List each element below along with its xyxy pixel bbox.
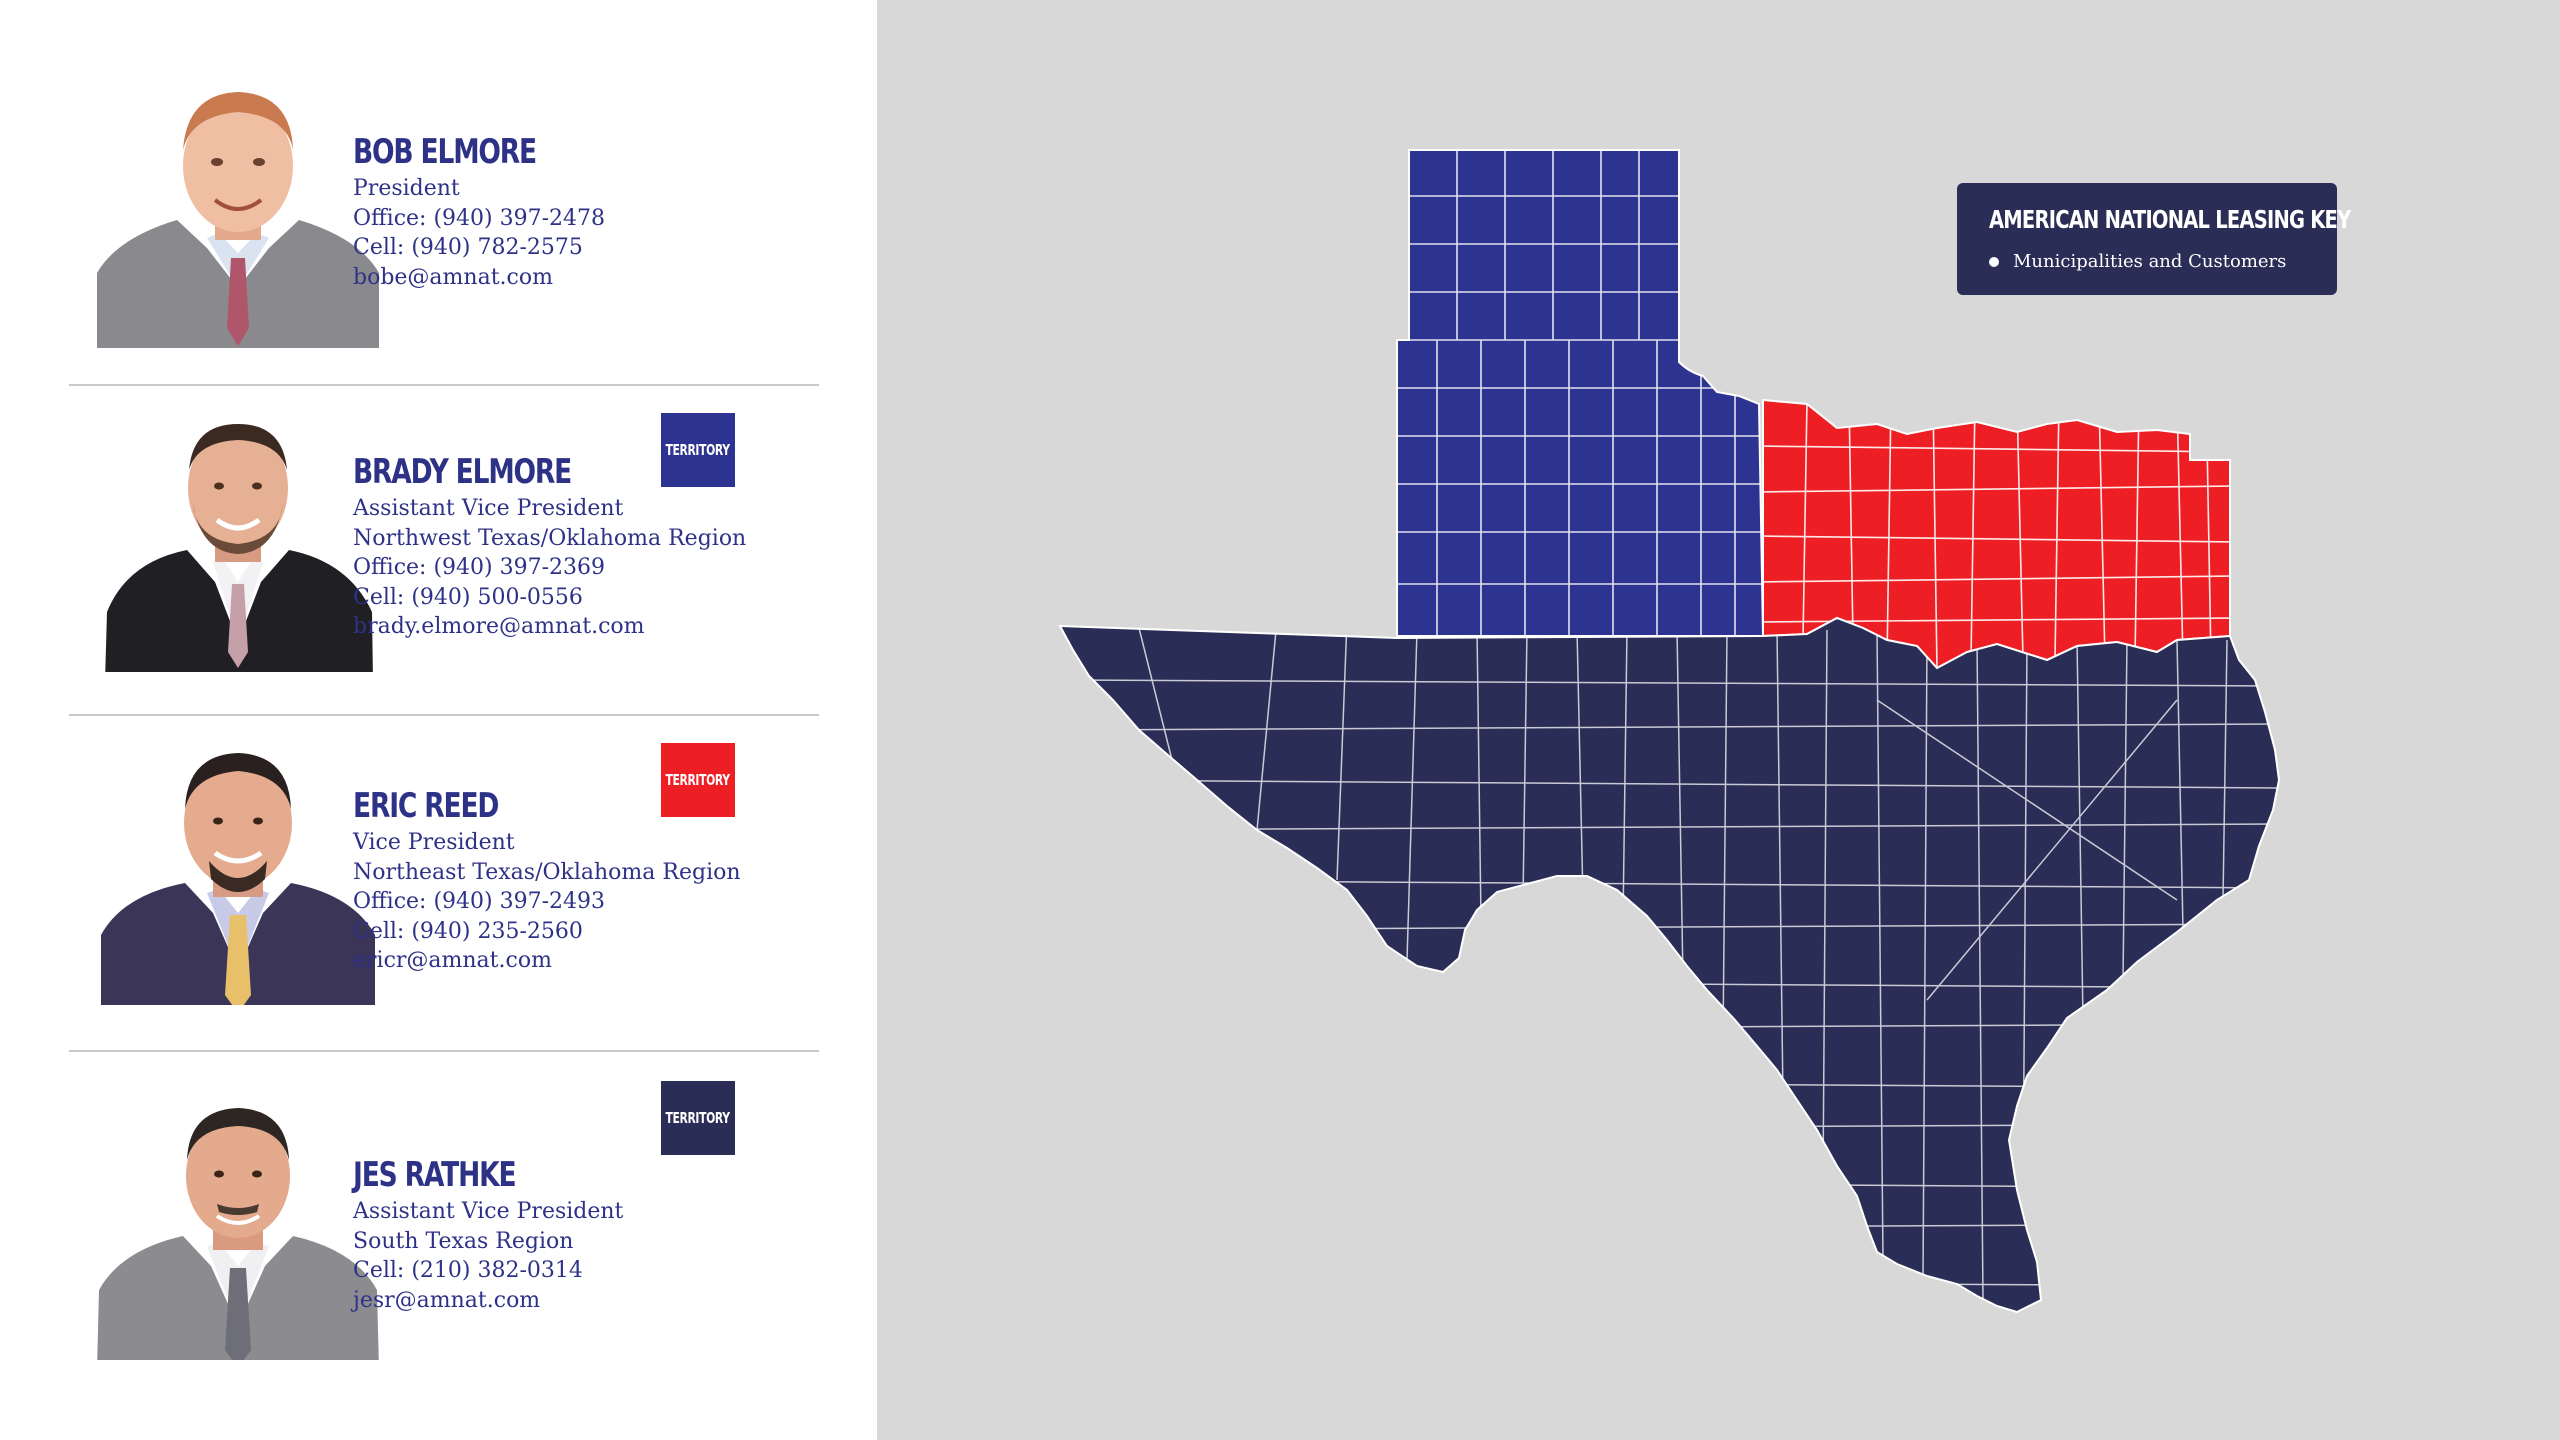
person-name: JES RATHKE — [353, 1155, 517, 1195]
person-photo-bob-elmore — [97, 88, 379, 348]
person-name: BRADY ELMORE — [353, 452, 572, 492]
person-email[interactable]: jesr@amnat.com — [353, 1287, 541, 1313]
person-cell-phone[interactable]: Cell: (940) 235-2560 — [353, 918, 583, 944]
person-cell-phone[interactable]: Cell: (940) 782-2575 — [353, 235, 583, 260]
northwest-region[interactable] — [1396, 149, 1765, 637]
person-cell-phone[interactable]: Cell: (210) 382-0314 — [353, 1258, 583, 1283]
person-name: ERIC REED — [353, 786, 499, 826]
person-info-jes-rathke: JES RATHKE Assistant Vice President Sout… — [353, 1155, 623, 1315]
territory-badge-northeast[interactable]: TERRITORY — [661, 743, 735, 817]
person-email[interactable]: bobe@amnat.com — [353, 264, 553, 290]
south-region[interactable] — [1058, 616, 2281, 1314]
person-region: South Texas Region — [353, 1228, 574, 1254]
map-panel: AMERICAN NATIONAL LEASING KEY Municipali… — [877, 0, 2560, 1440]
texas-county-map — [1058, 149, 2281, 1314]
person-cell-phone[interactable]: Cell: (940) 500-0556 — [353, 584, 583, 610]
person-region: Northeast Texas/Oklahoma Region — [353, 859, 741, 885]
person-email[interactable]: ericr@amnat.com — [353, 948, 552, 973]
divider — [69, 714, 819, 716]
person-region: Northwest Texas/Oklahoma Region — [353, 525, 747, 551]
contacts-panel: BOB ELMORE President Office: (940) 397-2… — [0, 0, 877, 1440]
territory-badge-south[interactable]: TERRITORY — [661, 1081, 735, 1155]
person-photo-eric-reed — [97, 745, 379, 1005]
person-title: Assistant Vice President — [353, 1199, 624, 1224]
person-info-eric-reed: ERIC REED Vice President Northeast Texas… — [353, 786, 741, 976]
territory-badge-label: TERRITORY — [665, 441, 731, 459]
territory-badge-label: TERRITORY — [665, 771, 731, 789]
legend-item-label: Municipalities and Customers — [2013, 251, 2287, 272]
bullet-icon — [1989, 256, 1999, 267]
person-office-phone[interactable]: Office: (940) 397-2369 — [353, 555, 606, 580]
person-office-phone[interactable]: Office: (940) 397-2478 — [353, 205, 606, 231]
divider — [69, 384, 819, 386]
territory-badge-label: TERRITORY — [665, 1109, 731, 1127]
territory-badge-northwest[interactable]: TERRITORY — [661, 413, 735, 487]
map-legend: AMERICAN NATIONAL LEASING KEY Municipali… — [1957, 183, 2351, 295]
person-info-bob-elmore: BOB ELMORE President Office: (940) 397-2… — [353, 132, 605, 292]
person-email[interactable]: brady.elmore@amnat.com — [353, 614, 645, 639]
legend-title: AMERICAN NATIONAL LEASING KEY — [1989, 205, 2351, 234]
legend-item: Municipalities and Customers — [1989, 251, 2286, 272]
person-name: BOB ELMORE — [353, 132, 537, 172]
person-title: Assistant Vice President — [353, 496, 624, 521]
person-info-brady-elmore: BRADY ELMORE Assistant Vice President No… — [353, 452, 746, 642]
person-photo-jes-rathke — [97, 1100, 379, 1360]
person-title: Vice President — [353, 830, 515, 855]
person-title: President — [353, 176, 460, 201]
person-photo-brady-elmore — [97, 412, 379, 672]
person-office-phone[interactable]: Office: (940) 397-2493 — [353, 889, 606, 914]
divider — [69, 1050, 819, 1052]
